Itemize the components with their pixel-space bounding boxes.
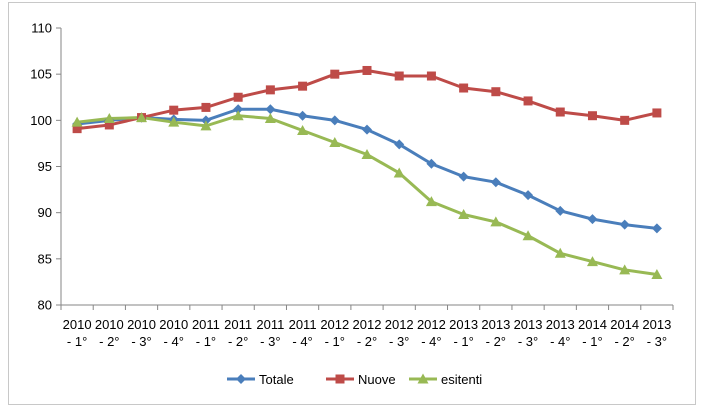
data-point-esitenti xyxy=(329,136,341,147)
data-point-nuove xyxy=(233,92,243,102)
x-tick-label: 2010- 2° xyxy=(95,317,124,349)
data-point-totale xyxy=(394,139,405,150)
data-point-totale xyxy=(329,115,340,126)
data-point-totale xyxy=(587,214,598,225)
x-tick-label: 2010- 4° xyxy=(159,317,188,349)
data-point-esitenti xyxy=(136,112,148,123)
data-point-nuove xyxy=(459,83,469,93)
y-tick-label: 80 xyxy=(38,298,52,313)
data-point-nuove xyxy=(330,69,340,79)
x-tick-label: 2013- 2° xyxy=(481,317,510,349)
data-point-nuove xyxy=(523,96,533,106)
data-point-esitenti xyxy=(361,148,373,159)
data-point-totale xyxy=(555,205,566,216)
legend-label-esitenti: esitenti xyxy=(441,372,482,387)
legend-marker-nuove xyxy=(335,374,345,384)
data-point-esitenti xyxy=(490,216,502,227)
data-point-nuove xyxy=(298,81,308,91)
data-point-esitenti xyxy=(297,124,309,135)
x-tick-label: 2014- 2° xyxy=(610,317,639,349)
data-point-totale xyxy=(426,158,437,169)
legend-label-nuove: Nuove xyxy=(358,372,396,387)
data-point-esitenti xyxy=(393,167,405,178)
data-point-nuove xyxy=(394,71,404,81)
y-tick-label: 100 xyxy=(30,113,52,128)
y-tick-labels: 80 85 90 95 100 105 110 xyxy=(30,21,52,313)
x-tick-label: 2012- 4° xyxy=(417,317,446,349)
data-point-esitenti xyxy=(651,269,663,280)
x-tick-label: 2010- 3° xyxy=(127,317,156,349)
x-tick-label: 2013- 4° xyxy=(546,317,575,349)
x-tick-label: 2012- 3° xyxy=(385,317,414,349)
data-point-esitenti xyxy=(458,209,470,220)
data-point-totale xyxy=(233,104,244,115)
data-point-esitenti xyxy=(554,247,566,258)
data-point-totale xyxy=(523,190,534,201)
data-point-esitenti xyxy=(200,120,212,131)
data-point-totale xyxy=(651,223,662,234)
data-point-nuove xyxy=(265,85,275,95)
x-tick-label: 2012- 1° xyxy=(320,317,349,349)
data-point-nuove xyxy=(620,115,630,125)
x-tick-label: 2013- 1° xyxy=(449,317,478,349)
data-point-esitenti xyxy=(264,112,276,123)
legend: Totale Nuove esitenti xyxy=(227,372,482,387)
data-point-totale xyxy=(200,115,211,126)
data-point-totale xyxy=(265,104,276,115)
x-tick-label: 2013- 3° xyxy=(514,317,543,349)
x-tick-label: 2012- 2° xyxy=(353,317,382,349)
data-point-esitenti xyxy=(71,116,83,127)
x-tick-label: 2011- 2° xyxy=(224,317,252,349)
data-point-esitenti xyxy=(619,264,631,275)
legend-marker-totale xyxy=(236,374,246,384)
x-tick-label: 2011- 3° xyxy=(256,317,284,349)
data-point-totale xyxy=(297,110,308,121)
data-point-nuove xyxy=(72,124,82,134)
y-tick-label: 110 xyxy=(31,21,52,36)
y-tick-label: 90 xyxy=(38,205,52,220)
data-point-nuove xyxy=(104,120,114,130)
data-point-totale xyxy=(619,219,630,230)
data-point-esitenti xyxy=(168,116,180,127)
x-tick-label: 2013- 3° xyxy=(642,317,671,349)
data-point-nuove xyxy=(587,111,597,121)
data-point-esitenti xyxy=(425,196,437,207)
data-point-esitenti xyxy=(103,112,115,123)
data-point-nuove xyxy=(555,107,565,117)
y-tick-label: 105 xyxy=(30,67,52,82)
data-point-totale xyxy=(490,177,501,188)
x-tick-label: 2011- 4° xyxy=(289,317,317,349)
x-tick-label: 2011- 1° xyxy=(192,317,220,349)
data-point-esitenti xyxy=(232,110,244,121)
legend-marker-esitenti xyxy=(417,373,429,384)
data-point-nuove xyxy=(169,105,179,115)
y-tick-label: 95 xyxy=(38,159,52,174)
x-tick-labels: 2010- 1°2010- 2°2010- 3°2010- 4°2011- 1°… xyxy=(63,317,672,349)
x-tick-label: 2010- 1° xyxy=(63,317,92,349)
data-point-esitenti xyxy=(586,256,598,267)
data-point-nuove xyxy=(652,108,662,118)
chart-border xyxy=(8,2,696,405)
data-point-nuove xyxy=(491,87,501,97)
data-point-nuove xyxy=(426,71,436,81)
data-point-nuove xyxy=(201,102,211,112)
legend-label-totale: Totale xyxy=(259,372,294,387)
data-point-nuove xyxy=(362,65,372,75)
y-tick-label: 85 xyxy=(38,251,52,266)
axes xyxy=(56,27,674,310)
data-point-totale xyxy=(458,171,469,182)
x-tick-label: 2014- 1° xyxy=(578,317,607,349)
data-point-totale xyxy=(362,124,372,135)
data-point-esitenti xyxy=(522,230,534,241)
series-markers xyxy=(71,65,663,280)
